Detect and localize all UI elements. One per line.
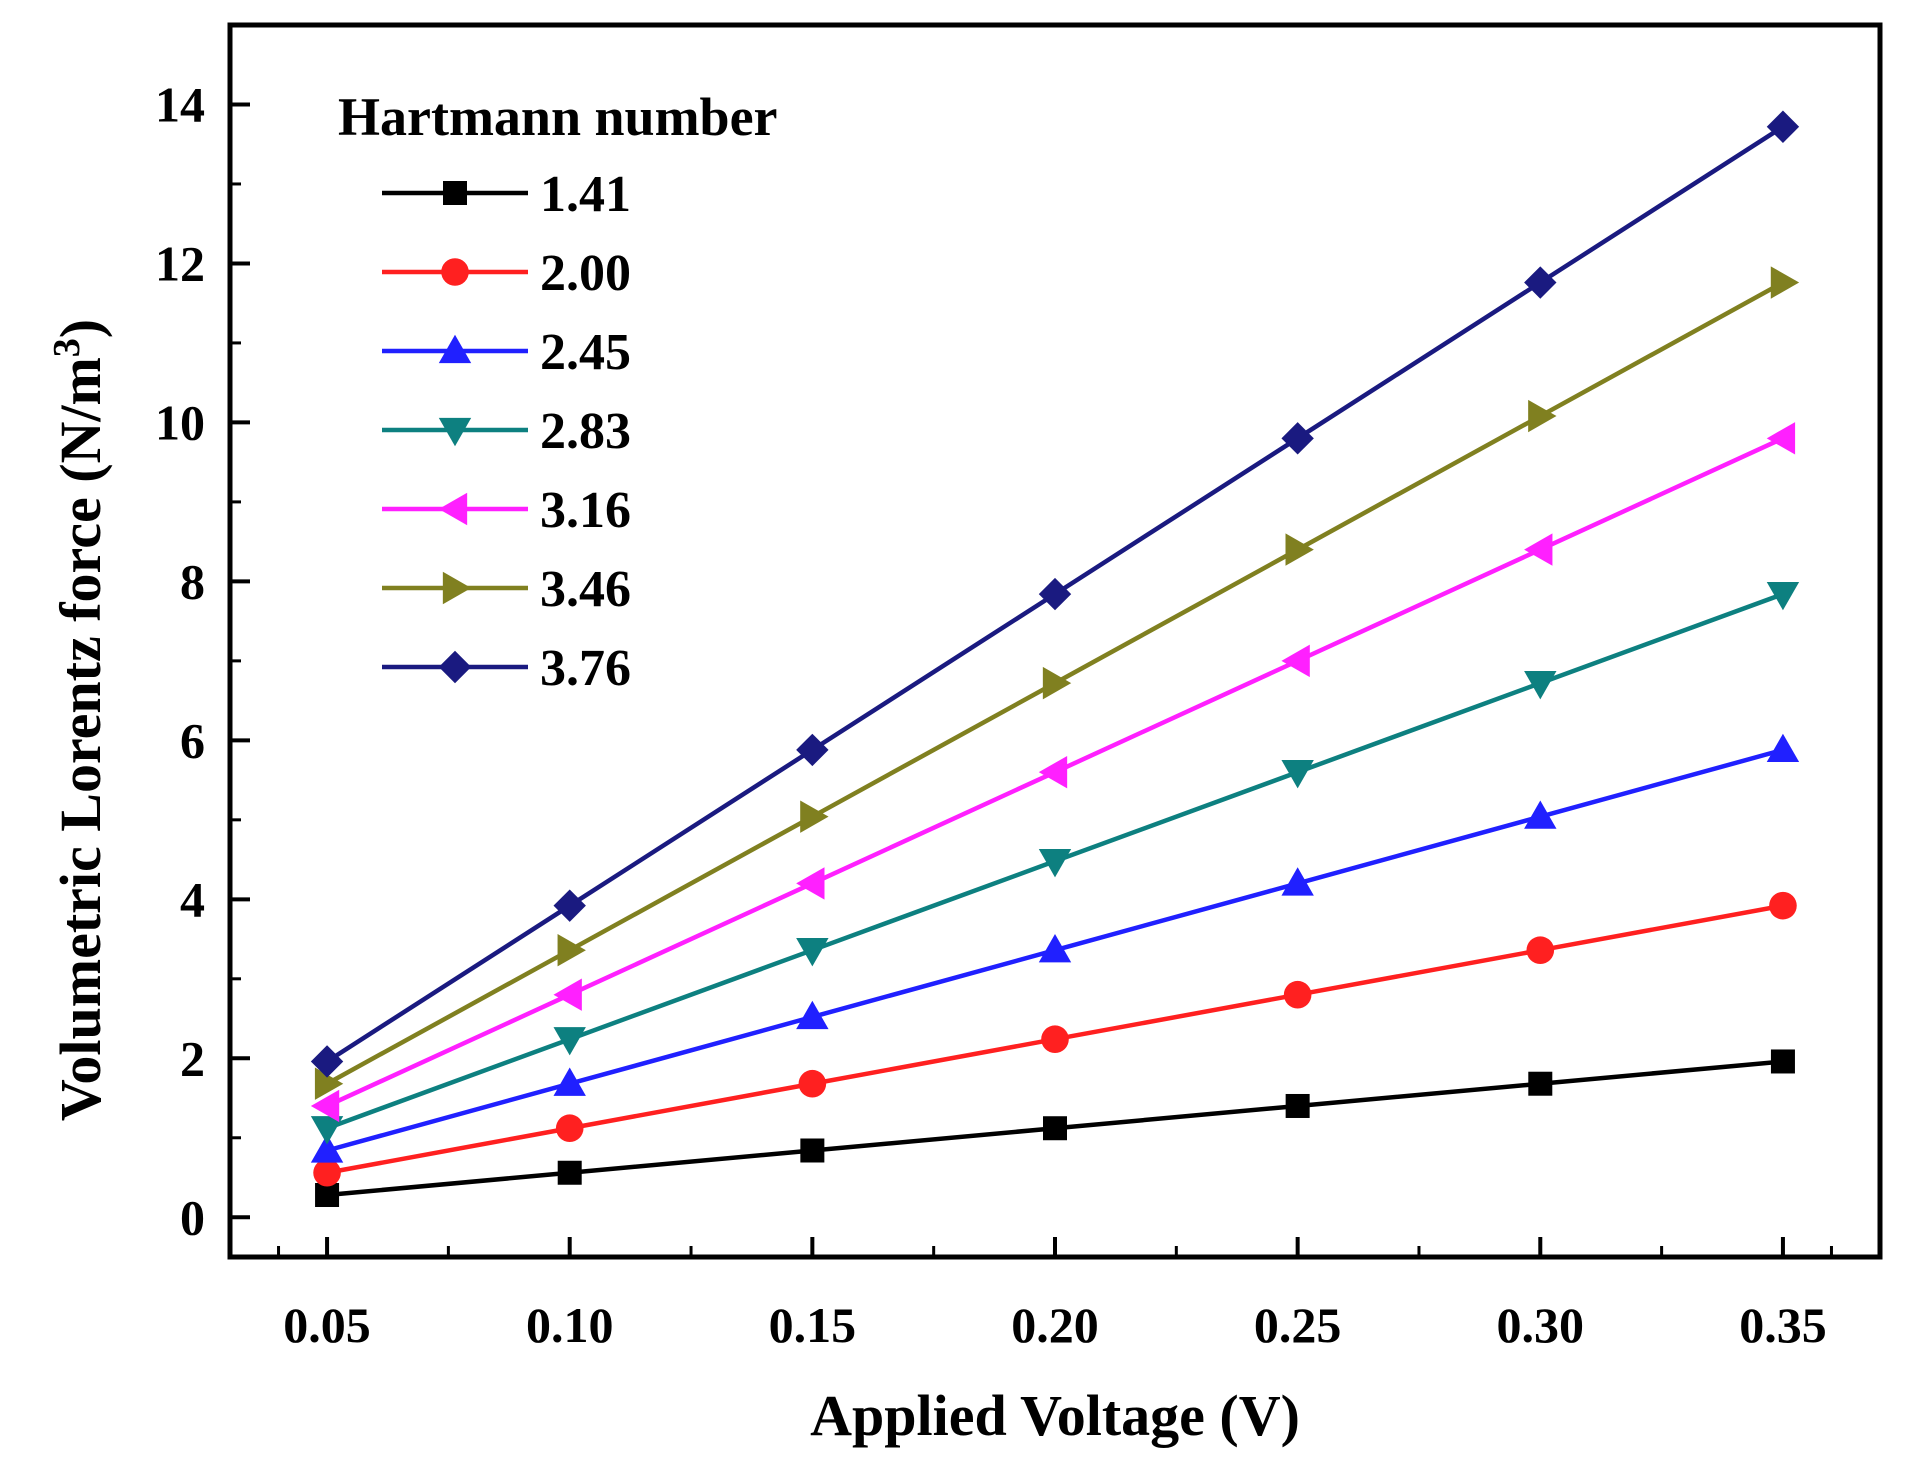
data-point-3.76 (310, 1045, 344, 1078)
y-tick-label: 14 (155, 76, 205, 132)
data-point-2.83 (1281, 759, 1314, 789)
data-point-2.45 (1038, 933, 1072, 963)
data-point-2.45 (553, 1067, 586, 1096)
data-point-2.45 (1524, 800, 1557, 829)
data-point-3.46 (1285, 533, 1314, 566)
legend-marker-1.41 (443, 181, 467, 205)
data-point-2.00 (313, 1158, 341, 1187)
x-tick-label: 0.20 (1011, 1297, 1099, 1353)
legend-marker-3.16 (438, 492, 468, 526)
data-point-3.76 (1281, 422, 1314, 455)
data-point-1.41 (1770, 1049, 1795, 1074)
legend-label-2.00: 2.00 (540, 245, 631, 302)
legend-marker-3.76 (438, 650, 472, 684)
legend-label-3.16: 3.16 (540, 482, 631, 539)
y-tick-label: 8 (180, 553, 205, 609)
series-layer (310, 110, 1800, 1208)
data-point-2.83 (1524, 670, 1557, 700)
x-tick-label: 0.15 (769, 1297, 857, 1353)
y-axis-title-main: Volumetric Lorentz force (N/m (48, 357, 113, 1121)
data-point-1.41 (800, 1138, 825, 1163)
data-point-2.45 (1281, 867, 1314, 896)
data-point-3.16 (553, 978, 582, 1011)
data-point-3.76 (796, 733, 829, 767)
data-point-3.16 (1524, 533, 1553, 566)
data-point-3.46 (1770, 266, 1800, 299)
data-point-2.83 (310, 1116, 344, 1145)
y-tick-label: 0 (180, 1189, 205, 1245)
legend-marker-2.00 (441, 258, 469, 286)
legend-title: Hartmann number (338, 87, 778, 147)
y-axis: 0 2 4 6 8 10 12 14 (155, 76, 250, 1245)
data-point-2.83 (553, 1027, 586, 1056)
legend-label-1.41: 1.41 (540, 166, 631, 223)
legend-marker-2.45 (438, 334, 472, 364)
data-point-3.16 (796, 867, 825, 900)
data-point-1.41 (1285, 1093, 1310, 1118)
legend-label-2.83: 2.83 (540, 403, 631, 460)
data-point-3.46 (314, 1067, 344, 1100)
legend-label-3.46: 3.46 (540, 561, 631, 618)
y-tick-label: 12 (155, 235, 205, 291)
data-point-3.16 (1766, 422, 1796, 455)
legend-label-2.45: 2.45 (540, 324, 631, 381)
data-point-1.41 (557, 1160, 582, 1185)
data-point-3.46 (557, 933, 586, 967)
x-axis: 0.05 0.10 0.15 0.20 0.25 0.30 0.35 (277, 1237, 1833, 1353)
data-point-3.16 (310, 1089, 340, 1123)
data-point-1.41 (1043, 1116, 1067, 1141)
y-tick-label: 6 (180, 712, 205, 768)
data-point-2.45 (310, 1134, 344, 1163)
data-point-2.00 (555, 1114, 584, 1143)
data-point-3.16 (1281, 644, 1310, 678)
data-point-3.76 (1766, 110, 1800, 143)
data-point-2.00 (1283, 980, 1312, 1009)
x-tick-label: 0.05 (283, 1297, 371, 1353)
data-point-3.16 (1038, 755, 1068, 789)
y-tick-label: 10 (155, 394, 205, 450)
legend-marker-3.46 (442, 571, 472, 605)
y-tick-label: 4 (180, 871, 205, 927)
x-tick-label: 0.30 (1497, 1297, 1585, 1353)
x-tick-label: 0.35 (1739, 1297, 1827, 1353)
data-point-2.00 (1769, 891, 1797, 920)
x-tick-label: 0.10 (526, 1297, 614, 1353)
x-tick-label: 0.25 (1254, 1297, 1342, 1353)
data-point-3.46 (1042, 666, 1072, 700)
data-point-1.41 (315, 1183, 340, 1208)
data-point-3.76 (1524, 266, 1557, 299)
data-point-3.76 (553, 889, 586, 922)
data-point-3.46 (1528, 399, 1557, 433)
data-point-2.83 (796, 938, 829, 967)
data-point-2.45 (796, 1000, 829, 1030)
data-point-3.46 (800, 800, 829, 833)
y-tick-label: 2 (180, 1030, 205, 1086)
data-point-2.00 (1526, 936, 1555, 964)
y-axis-title-suffix: ) (48, 319, 113, 338)
data-point-2.00 (798, 1069, 827, 1098)
data-point-1.41 (1528, 1071, 1553, 1096)
data-point-3.76 (1038, 577, 1072, 611)
legend-marker-2.83 (438, 417, 472, 447)
x-axis-title: Applied Voltage (V) (810, 1383, 1300, 1448)
data-point-2.45 (1766, 733, 1800, 763)
data-point-2.83 (1766, 581, 1800, 611)
legend-label-3.76: 3.76 (540, 640, 631, 697)
data-point-2.00 (1041, 1025, 1069, 1054)
legend: Hartmann number 1.41 2.00 2.45 2.83 3.16 3.46… (338, 87, 778, 697)
data-point-2.83 (1038, 849, 1072, 878)
y-axis-title-superscript: 3 (46, 338, 88, 357)
y-axis-title: Volumetric Lorentz force (N/m3) (46, 319, 113, 1121)
